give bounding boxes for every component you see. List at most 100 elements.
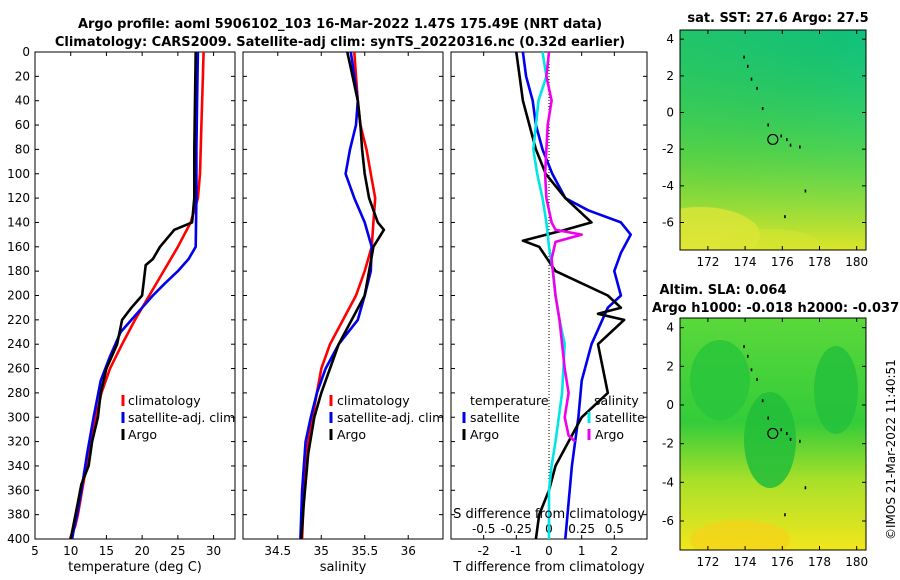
x-tick-label: 30 [206, 544, 221, 558]
depth-tick-label: 360 [7, 483, 30, 497]
island-speck [786, 432, 788, 436]
map-x-tick-label: 180 [845, 555, 868, 569]
sla-map-axes: 172 174 176 178 180 4 2 0 -2 -4 -6 [662, 318, 868, 569]
map-x-tick-label: 180 [845, 255, 868, 269]
sst-islands [743, 55, 807, 219]
series-line-argo [300, 51, 386, 540]
depth-tick-label: 300 [7, 410, 30, 424]
map-y-tick-label: 2 [666, 69, 674, 83]
island-speck [743, 345, 745, 349]
island-speck [804, 486, 807, 490]
island-speck [767, 123, 770, 127]
sst-warm-patch-2 [720, 229, 820, 250]
temperature-panel-frame [34, 51, 236, 540]
island-speck [804, 189, 807, 193]
island-speck [743, 55, 745, 59]
depth-tick-label: 240 [7, 337, 30, 351]
legend-temp-title: temperature [470, 393, 549, 408]
map-y-tick-label: -6 [662, 514, 674, 528]
depth-axis: 0 20 40 60 80 100 120 140 160 180 200 220 240 260 280 3… [7, 45, 647, 546]
island-speck [799, 145, 801, 149]
sst-map-title: sat. SST: 27.6 Argo: 27.5 [687, 11, 868, 26]
map-x-tick-label: 178 [808, 555, 831, 569]
map-y-tick-label: -2 [662, 142, 674, 156]
x-tick-label: 20 [135, 544, 150, 558]
sst-map [680, 30, 866, 250]
x-tick-label: 35 [314, 544, 329, 558]
legend-clim-label: climatology [128, 393, 201, 408]
title-line-2: Climatology: CARS2009. Satellite-adj cli… [55, 35, 625, 50]
island-speck [756, 377, 758, 381]
island-speck [799, 439, 801, 443]
depth-tick-label: 120 [7, 191, 30, 205]
depth-tick-label: 60 [15, 118, 30, 132]
map-x-tick-label: 178 [808, 255, 831, 269]
x2-tick-label: 0.5 [605, 522, 624, 536]
depth-tick-label: 100 [7, 167, 30, 181]
sst-map-frame [679, 29, 867, 251]
series-line-temperature-satellite [521, 51, 633, 540]
island-speck [761, 399, 764, 403]
credit-text: ©IMOS 21-Mar-2022 11:40:51 [884, 359, 898, 540]
map-y-tick-label: -4 [662, 179, 674, 193]
sla-argo-marker [767, 427, 779, 440]
map-y-tick-label: -2 [662, 437, 674, 451]
island-speck [780, 134, 783, 138]
island-speck [784, 215, 786, 219]
depth-tick-label: 220 [7, 313, 30, 327]
map-x-tick-label: 174 [734, 555, 757, 569]
sla-map-title-2: Argo h1000: -0.018 h2000: -0.037 [652, 301, 899, 316]
legend-sal-title: salinity [594, 393, 639, 408]
difference-legend-temperature: temperature satellite Argo [462, 393, 549, 442]
map-y-tick-label: 4 [666, 32, 674, 46]
depth-tick-label: 280 [7, 386, 30, 400]
map-x-tick-label: 172 [696, 555, 719, 569]
plot-layer: 5 10 15 20 25 30 34.5 35 35.5 36 -2 -1 0 1 2 -0.5 -0.25 0… [31, 51, 633, 558]
depth-tick-label: 400 [7, 532, 30, 546]
x-tick-label: 25 [170, 544, 185, 558]
sla-high-patch [690, 520, 790, 550]
x2-tick-label: 0.25 [568, 522, 595, 536]
map-x-tick-label: 176 [771, 555, 794, 569]
salinity-legend: climatology satellite-adj. clim Argo [329, 393, 444, 442]
x-tick-label: 5 [31, 544, 39, 558]
x2-tick-label: -0.25 [501, 522, 532, 536]
sla-low-patch-2 [744, 392, 796, 488]
sla-map-frame [679, 317, 867, 551]
x-tick-label: 0 [545, 544, 553, 558]
depth-tick-label: 140 [7, 215, 30, 229]
legend-sal-argo-label: Argo [595, 427, 624, 442]
map-y-tick-label: -6 [662, 216, 674, 230]
depth-tick-label: 0 [22, 45, 30, 59]
x-tick-label: 36 [401, 544, 416, 558]
depth-tick-label: 20 [15, 69, 30, 83]
series-line-satellite-adj-clim [299, 51, 374, 540]
map-x-tick-label: 174 [734, 255, 757, 269]
legend-argo-label: Argo [337, 427, 366, 442]
title-line-1: Argo profile: aoml 5906102_103 16-Mar-20… [78, 17, 602, 32]
depth-tick-label: 320 [7, 435, 30, 449]
x-tick-label: 2 [611, 544, 619, 558]
series-line-salinity-argo [543, 51, 584, 443]
x-tick-label: -1 [510, 544, 522, 558]
x-tick-label: 35.5 [351, 544, 378, 558]
temperature-legend: climatology satellite-adj. clim Argo [121, 393, 235, 442]
difference-xlabel: T difference from climatology [452, 560, 645, 575]
depth-tick-label: 200 [7, 289, 30, 303]
map-y-tick-label: -4 [662, 475, 674, 489]
difference-x2label: S difference from climatology [453, 507, 645, 522]
map-y-tick-label: 0 [666, 398, 674, 412]
difference-legend-salinity: salinity satellite Argo [587, 393, 645, 442]
x-tick-label: -2 [478, 544, 490, 558]
sla-low-patch [690, 340, 750, 420]
sst-map-axes: 172 174 176 178 180 4 2 0 -2 -4 -6 [662, 30, 868, 269]
depth-tick-label: 340 [7, 459, 30, 473]
salinity-xlabel: salinity [320, 560, 367, 575]
series-line-satellite-adj-clim [70, 51, 200, 540]
island-speck [750, 77, 753, 81]
depth-tick-label: 80 [15, 142, 30, 156]
depth-tick-label: 40 [15, 94, 30, 108]
legend-temp-argo-label: Argo [470, 427, 499, 442]
series-line-argo [69, 51, 197, 540]
island-speck [784, 513, 786, 517]
